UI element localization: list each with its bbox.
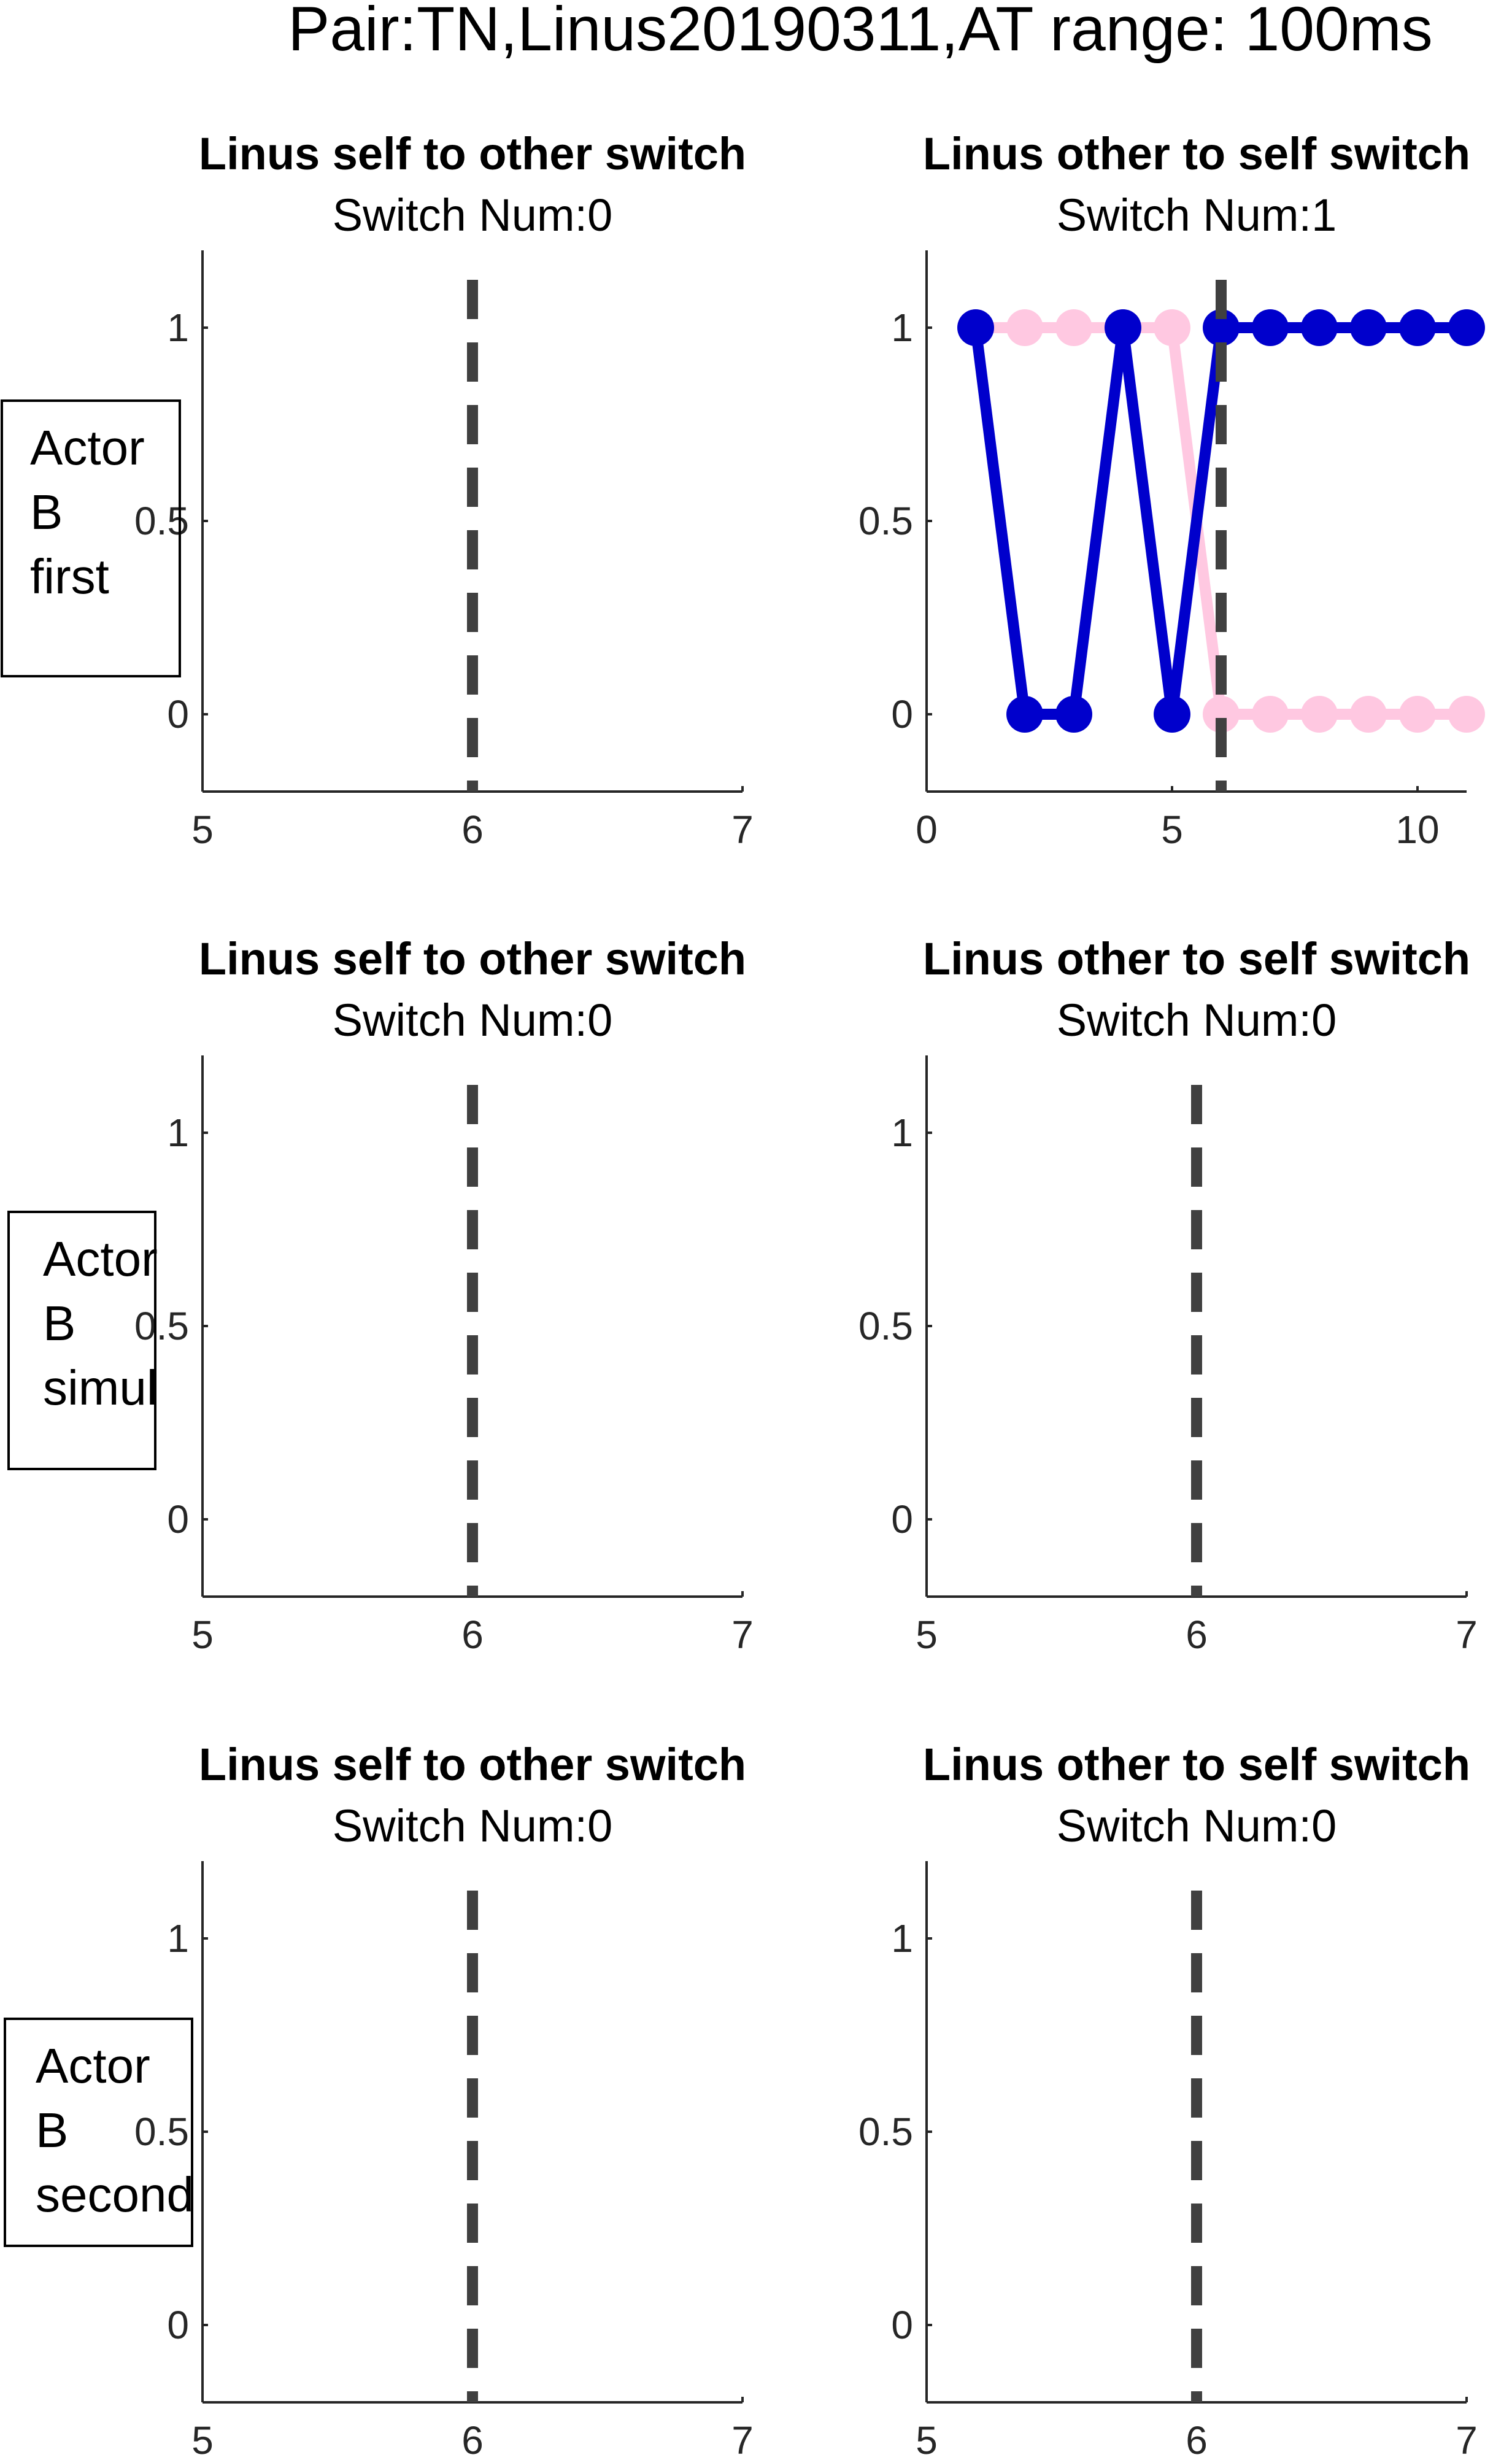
row-label-line: B [36, 2103, 68, 2157]
panel-title: Linus other to self switch [923, 933, 1470, 984]
series-2-point [1350, 309, 1387, 346]
row-label-line: first [30, 549, 109, 604]
x-tick-label: 7 [731, 2418, 754, 2460]
series-2-point [1399, 309, 1436, 346]
row-label-box [1, 399, 181, 677]
y-tick-label: 0.5 [858, 499, 913, 543]
panel-title: Linus self to other switch [199, 1739, 746, 1790]
row-label-line: second [36, 2167, 194, 2222]
series-1-point [1448, 696, 1485, 733]
panel-subtitle: Switch Num:0 [1057, 1800, 1336, 1851]
y-tick-label: 0 [891, 2303, 913, 2347]
row-label-box [7, 1211, 156, 1470]
series-1-point [1252, 696, 1289, 733]
x-tick-label: 6 [461, 1613, 484, 1657]
series-2-point [1006, 696, 1043, 733]
x-tick-label: 7 [731, 1613, 754, 1657]
y-tick-label: 1 [167, 1916, 189, 1961]
y-tick-label: 0.5 [134, 1304, 189, 1348]
chart-panel-5: Linus self to other switch Switch Num:0 0 0… [134, 1739, 754, 2460]
panel-title: Linus self to other switch [199, 128, 746, 179]
y-tick-label: 0.5 [858, 2110, 913, 2154]
x-tick-label: 0 [916, 808, 938, 852]
series-1-point [1203, 696, 1240, 733]
y-tick-label: 0 [167, 1497, 189, 1541]
series-1-point [1350, 696, 1387, 733]
series-1-point [1006, 309, 1043, 346]
series-2-point [1105, 309, 1141, 346]
series-2-point [1154, 696, 1190, 733]
x-tick-label: 7 [1456, 1613, 1478, 1657]
panel-subtitle: Switch Num:0 [333, 995, 612, 1046]
panel-subtitle: Switch Num:0 [333, 1800, 612, 1851]
row-label-line: Actor [43, 1232, 158, 1286]
panel-subtitle: Switch Num:0 [1057, 995, 1336, 1046]
series-1-point [1301, 696, 1338, 733]
y-tick-label: 0 [891, 1497, 913, 1541]
series-1-point [1154, 309, 1190, 346]
chart-panel-3: Linus self to other switch Switch Num:0 0 0… [134, 933, 754, 1657]
x-tick-label: 5 [1161, 808, 1183, 852]
x-tick-label: 6 [461, 2418, 484, 2460]
x-tick-label: 5 [916, 1613, 938, 1657]
y-tick-label: 1 [891, 306, 913, 350]
y-tick-label: 1 [167, 306, 189, 350]
chart-panel-6: Linus other to self switch Switch Num:0 0 0… [858, 1739, 1478, 2460]
panel-subtitle: Switch Num:1 [1057, 190, 1336, 241]
row-label-line: Actor [36, 2038, 150, 2093]
chart-panel-4: Linus other to self switch Switch Num:0 0 0… [858, 933, 1478, 1657]
row-label-line: B [43, 1296, 75, 1351]
series-2-point [957, 309, 994, 346]
panel-title: Linus other to self switch [923, 1739, 1470, 1790]
y-tick-label: 1 [167, 1111, 189, 1155]
figure-title: Pair:TN,Linus20190311,AT range: 100ms [288, 0, 1432, 64]
x-tick-label: 5 [191, 808, 214, 852]
x-tick-label: 7 [731, 808, 754, 852]
x-tick-label: 5 [916, 2418, 938, 2460]
x-tick-label: 5 [191, 1613, 214, 1657]
x-tick-label: 6 [1186, 2418, 1208, 2460]
x-tick-label: 5 [191, 2418, 214, 2460]
series-1-point [1055, 309, 1092, 346]
x-tick-label: 6 [461, 808, 484, 852]
series-2-point [1301, 309, 1338, 346]
chart-panel-2: Linus other to self switch Switch Num:1 0 0… [858, 128, 1485, 852]
series-2-point [1448, 309, 1485, 346]
panel-subtitle: Switch Num:0 [333, 190, 612, 241]
x-tick-label: 6 [1186, 1613, 1208, 1657]
series-2-point [1203, 309, 1240, 346]
y-tick-label: 0.5 [134, 2110, 189, 2154]
panel-title: Linus other to self switch [923, 128, 1470, 179]
row-label-line: B [30, 485, 63, 539]
row-label-box [4, 2018, 193, 2247]
series-1-point [1399, 696, 1436, 733]
panels: Linus self to other switch Switch Num:0 0 0… [134, 128, 1485, 2460]
y-tick-label: 0 [167, 692, 189, 736]
row-label-line: simul [43, 1360, 158, 1415]
y-tick-label: 0 [891, 692, 913, 736]
y-tick-label: 1 [891, 1916, 913, 1961]
panel-title: Linus self to other switch [199, 933, 746, 984]
x-tick-label: 7 [1456, 2418, 1478, 2460]
series-2-point [1252, 309, 1289, 346]
row-label-line: Actor [30, 420, 145, 475]
x-tick-label: 10 [1395, 808, 1439, 852]
y-tick-label: 0.5 [858, 1304, 913, 1348]
series-2-point [1055, 696, 1092, 733]
y-tick-label: 1 [891, 1111, 913, 1155]
y-tick-label: 0 [167, 2303, 189, 2347]
